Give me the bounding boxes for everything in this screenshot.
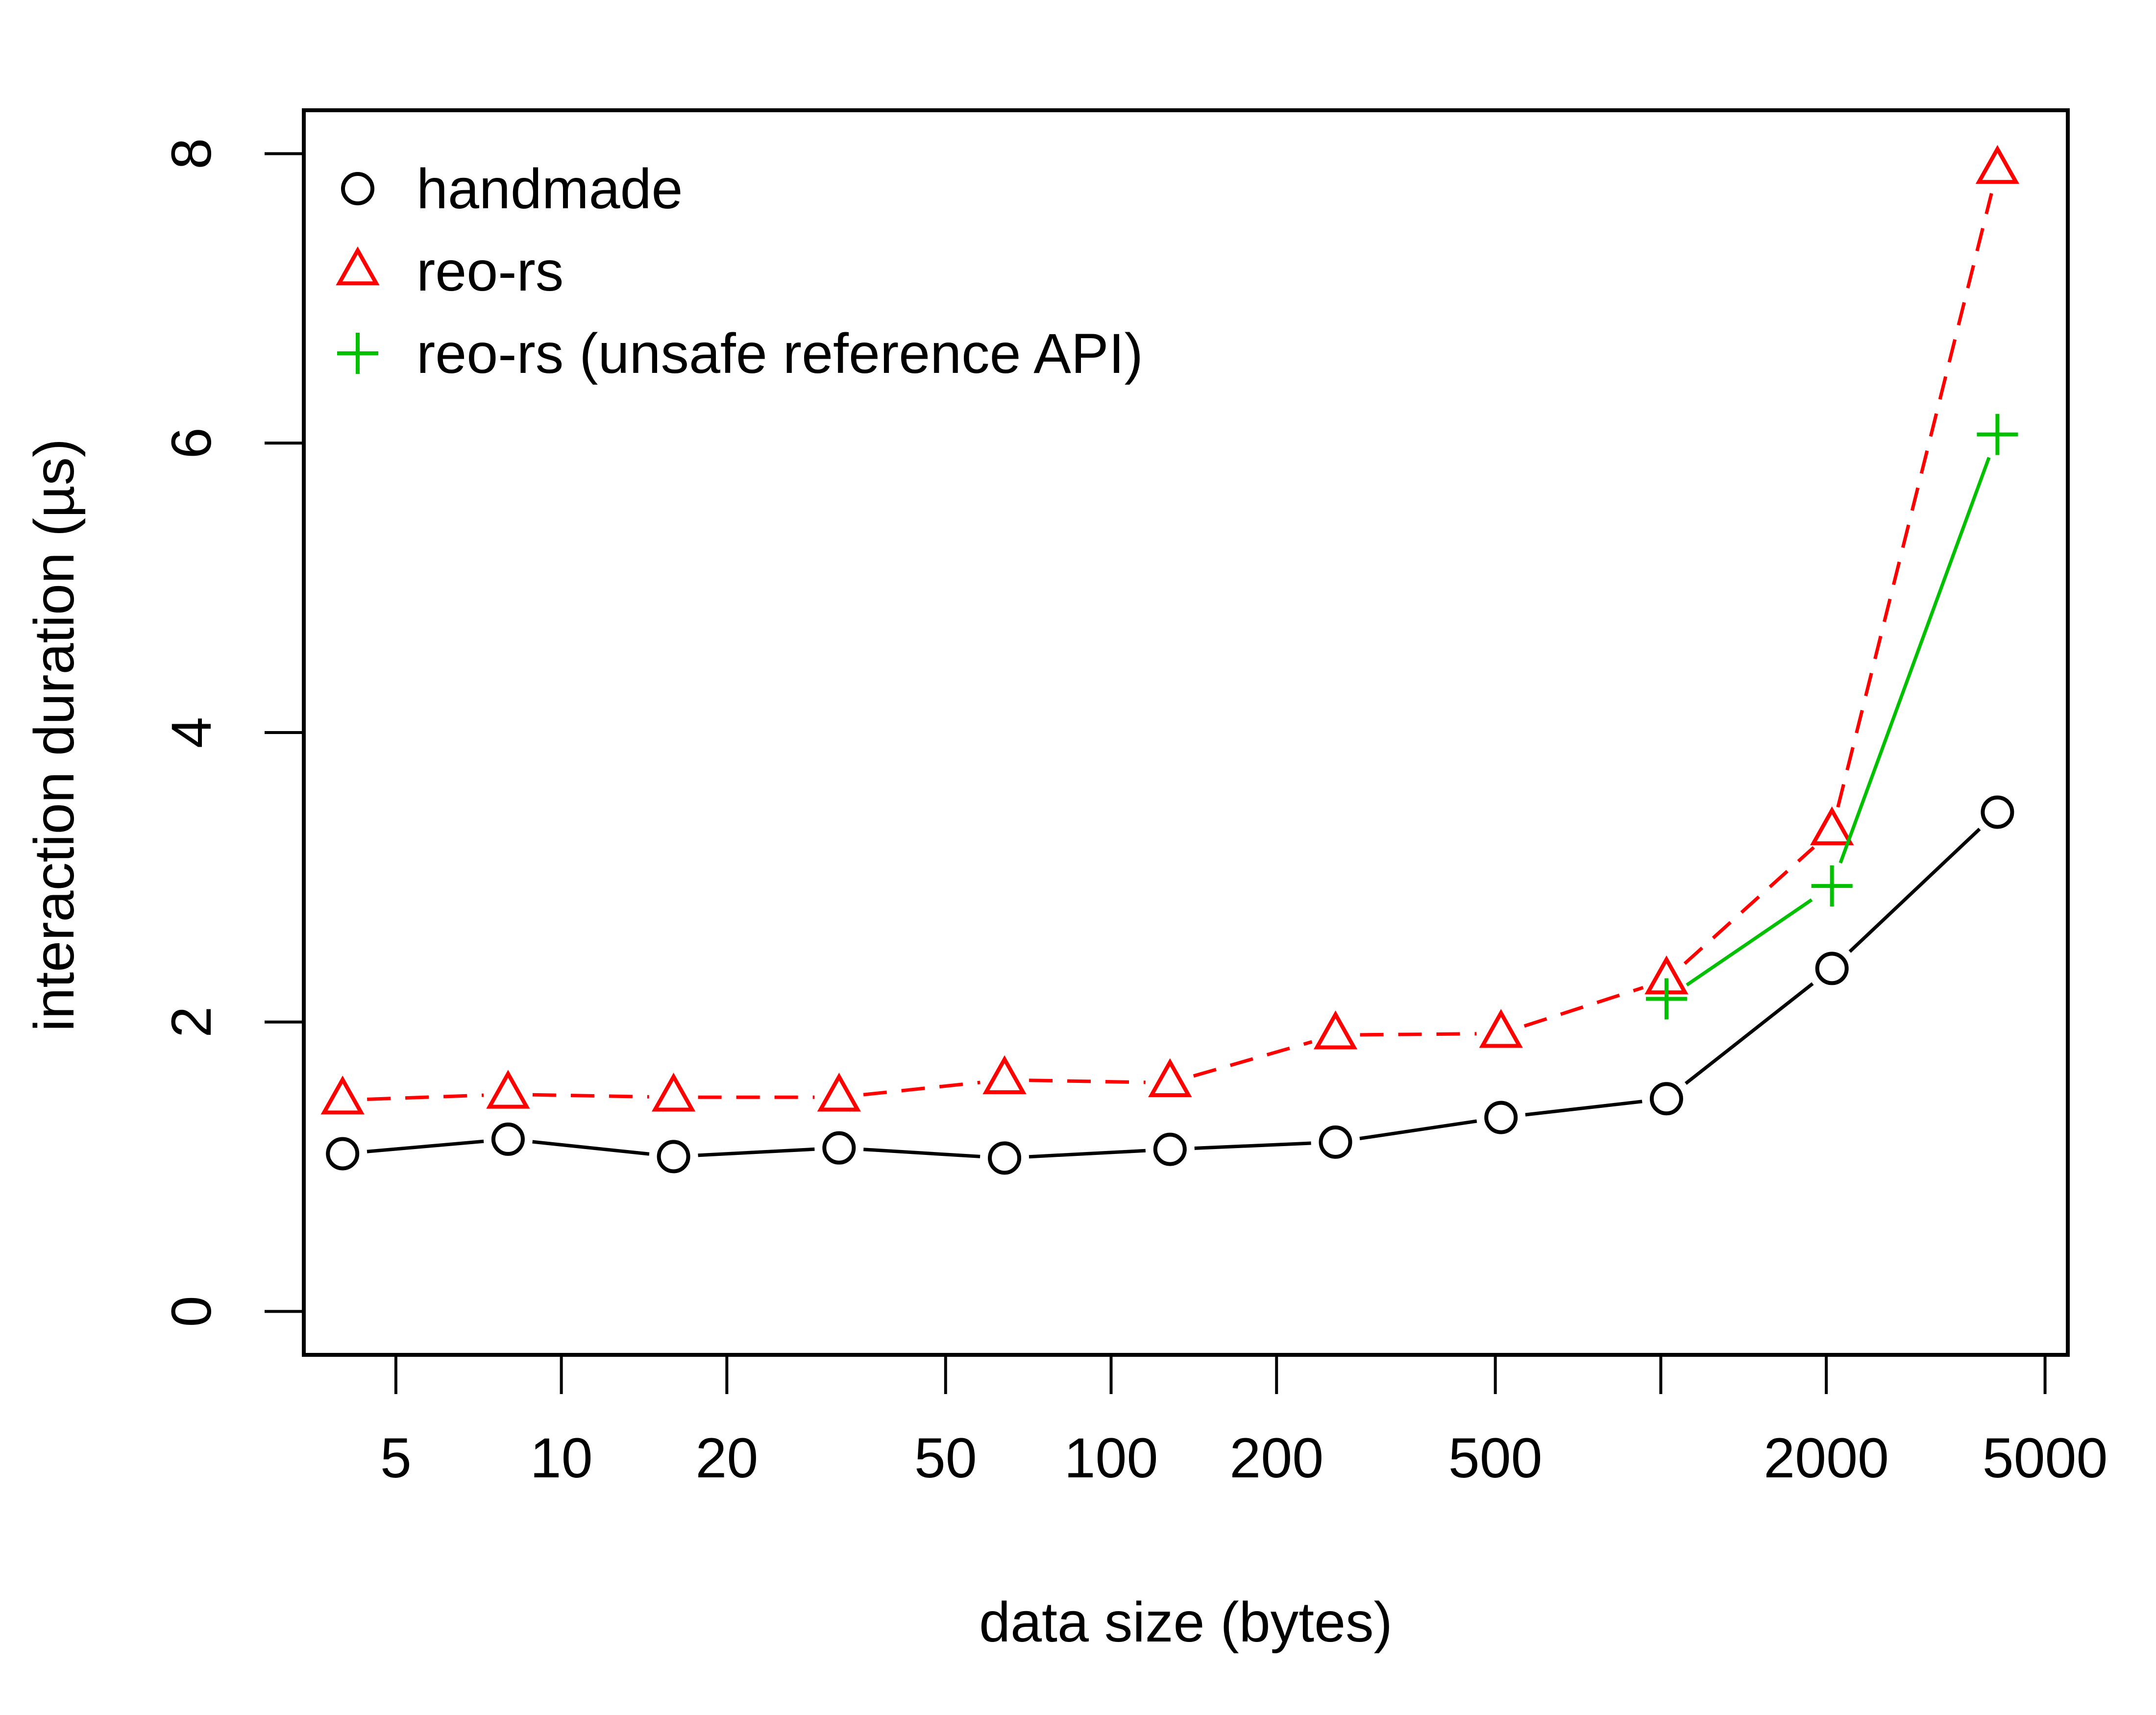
series-segment bbox=[1359, 1119, 1477, 1140]
y-tick-label: 2 bbox=[160, 1006, 223, 1038]
data-point bbox=[486, 1070, 530, 1109]
legend: handmade reo-rs reo-rs (unsafe reference A… bbox=[336, 158, 1143, 385]
series-segment bbox=[1523, 986, 1644, 1028]
data-point bbox=[1977, 414, 2018, 455]
data-point bbox=[1810, 806, 1854, 846]
series-segment bbox=[1685, 982, 1814, 1085]
series-segment bbox=[698, 1147, 815, 1157]
data-point bbox=[657, 1140, 690, 1174]
legend-label: reo-rs bbox=[416, 240, 564, 303]
data-point bbox=[491, 1122, 525, 1156]
data-point bbox=[1815, 952, 1849, 985]
series-3 bbox=[1645, 414, 2018, 1020]
data-point bbox=[1649, 1082, 1683, 1116]
data-point bbox=[1313, 1010, 1358, 1050]
data-point bbox=[982, 1055, 1027, 1095]
x-tick-label: 200 bbox=[1229, 1427, 1323, 1490]
series-1 bbox=[326, 795, 2014, 1175]
series-layer bbox=[320, 145, 2020, 1175]
data-point bbox=[320, 1076, 365, 1115]
series-segment bbox=[1836, 193, 1993, 808]
y-tick-label: 0 bbox=[160, 1296, 223, 1327]
series-segment bbox=[863, 1080, 980, 1097]
data-point bbox=[1975, 145, 2020, 184]
series-segment bbox=[532, 1093, 649, 1099]
y-axis: 0 2 4 6 8 bbox=[160, 138, 305, 1327]
data-point bbox=[1484, 1101, 1518, 1134]
series-segment bbox=[532, 1140, 650, 1156]
series-segment bbox=[1194, 1141, 1311, 1150]
data-point bbox=[1981, 795, 2014, 829]
series-segment bbox=[1838, 457, 1991, 864]
data-point bbox=[1319, 1125, 1352, 1159]
series-2 bbox=[320, 145, 2020, 1115]
data-point bbox=[1153, 1132, 1187, 1166]
legend-marker bbox=[337, 333, 378, 374]
data-point bbox=[1479, 1009, 1523, 1048]
series-segment bbox=[1686, 898, 1813, 987]
data-point bbox=[988, 1141, 1022, 1175]
x-tick-label: 50 bbox=[914, 1427, 977, 1490]
legend-marker bbox=[336, 246, 380, 286]
legend-marker bbox=[341, 172, 374, 205]
y-tick-label: 8 bbox=[160, 138, 223, 170]
x-tick-label: 5000 bbox=[1983, 1427, 2108, 1490]
series-segment bbox=[1029, 1149, 1146, 1159]
x-tick-label: 100 bbox=[1064, 1427, 1158, 1490]
x-tick-label: 2000 bbox=[1764, 1427, 1889, 1490]
y-tick-label: 4 bbox=[160, 717, 223, 748]
legend-label: reo-rs (unsafe reference API) bbox=[416, 322, 1143, 385]
x-tick-label: 10 bbox=[530, 1427, 593, 1490]
series-segment bbox=[1683, 846, 1815, 965]
series-segment bbox=[1525, 1100, 1642, 1117]
data-point bbox=[1148, 1058, 1192, 1097]
series-segment bbox=[367, 1139, 484, 1153]
series-segment bbox=[367, 1093, 484, 1101]
x-axis-title: data size (bytes) bbox=[979, 1591, 1393, 1654]
plot-frame bbox=[302, 108, 2070, 1357]
x-axis: 5 10 20 50 100 200 500 2000 5000 bbox=[380, 1353, 2108, 1490]
x-tick-label: 5 bbox=[380, 1427, 412, 1490]
series-segment bbox=[1193, 1040, 1313, 1078]
y-tick-label: 6 bbox=[160, 427, 223, 459]
data-point bbox=[326, 1137, 360, 1171]
y-axis-title: interaction duration (µs) bbox=[23, 439, 86, 1031]
data-point bbox=[1645, 978, 1687, 1020]
data-point bbox=[822, 1131, 856, 1165]
data-point bbox=[817, 1073, 861, 1112]
data-point bbox=[651, 1073, 696, 1112]
x-tick-label: 500 bbox=[1448, 1427, 1543, 1490]
series-segment bbox=[863, 1148, 980, 1158]
legend-label: handmade bbox=[416, 158, 683, 220]
series-segment bbox=[1029, 1078, 1146, 1084]
data-point bbox=[1811, 865, 1853, 907]
series-segment bbox=[1848, 828, 1981, 953]
series-segment bbox=[1360, 1032, 1477, 1037]
x-tick-label: 20 bbox=[695, 1427, 758, 1490]
